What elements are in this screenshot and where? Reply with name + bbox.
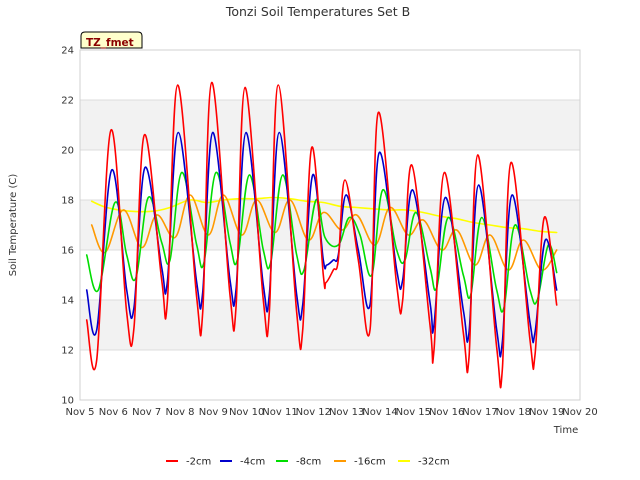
legend-label: -8cm bbox=[296, 457, 321, 468]
legend: -2cm -4cm -8cm -16cm -32cm bbox=[166, 457, 450, 468]
x-axis-label: Time bbox=[553, 425, 578, 436]
y-tick-label: 24 bbox=[61, 46, 74, 57]
legend-label: -32cm bbox=[418, 457, 450, 468]
x-tick-label: Nov 19 bbox=[529, 407, 564, 418]
x-tick-label: Nov 13 bbox=[329, 407, 364, 418]
plot-area bbox=[79, 49, 581, 401]
x-tick-label: Nov 5 bbox=[65, 407, 94, 418]
y-tick-label: 14 bbox=[61, 296, 74, 307]
series-line-minus-8cm bbox=[85, 171, 558, 313]
legend-label: -16cm bbox=[354, 457, 386, 468]
y-tick-label: 16 bbox=[61, 246, 74, 257]
y-tick-label: 22 bbox=[61, 96, 74, 107]
series-line-minus-32cm bbox=[90, 196, 558, 234]
chart-title: Tonzi Soil Temperatures Set B bbox=[225, 4, 410, 19]
y-axis-label: Soil Temperature (C) bbox=[8, 174, 19, 277]
badge: TZ_fmet bbox=[80, 31, 143, 49]
y-tick-label: 10 bbox=[61, 396, 74, 407]
grid-band bbox=[80, 50, 580, 100]
badge-text: TZ_fmet bbox=[86, 37, 134, 49]
x-tick-label: Nov 18 bbox=[496, 407, 531, 418]
x-tick-label: Nov 20 bbox=[562, 407, 597, 418]
x-tick-label: Nov 15 bbox=[396, 407, 431, 418]
x-tick-label: Nov 9 bbox=[199, 407, 228, 418]
x-tick-label: Nov 7 bbox=[132, 407, 161, 418]
x-tick-label: Nov 10 bbox=[229, 407, 264, 418]
x-tick-label: Nov 8 bbox=[165, 407, 194, 418]
grid-band bbox=[80, 200, 580, 250]
x-tick-label: Nov 16 bbox=[429, 407, 464, 418]
legend-label: -2cm bbox=[186, 457, 211, 468]
x-tick-label: Nov 6 bbox=[99, 407, 128, 418]
grid-band bbox=[80, 350, 580, 400]
legend-label: -4cm bbox=[240, 457, 265, 468]
badge-box bbox=[80, 31, 143, 49]
grid-band bbox=[80, 150, 580, 200]
x-tick-label: Nov 12 bbox=[296, 407, 331, 418]
x-tick-label: Nov 14 bbox=[362, 407, 397, 418]
grid-band bbox=[80, 100, 580, 150]
y-tick-label: 12 bbox=[61, 346, 74, 357]
x-tick-label: Nov 11 bbox=[262, 407, 297, 418]
y-tick-label: 18 bbox=[61, 196, 74, 207]
y-tick-label: 20 bbox=[61, 146, 74, 157]
series-line-minus-2cm bbox=[85, 81, 558, 389]
x-tick-label: Nov 17 bbox=[462, 407, 497, 418]
